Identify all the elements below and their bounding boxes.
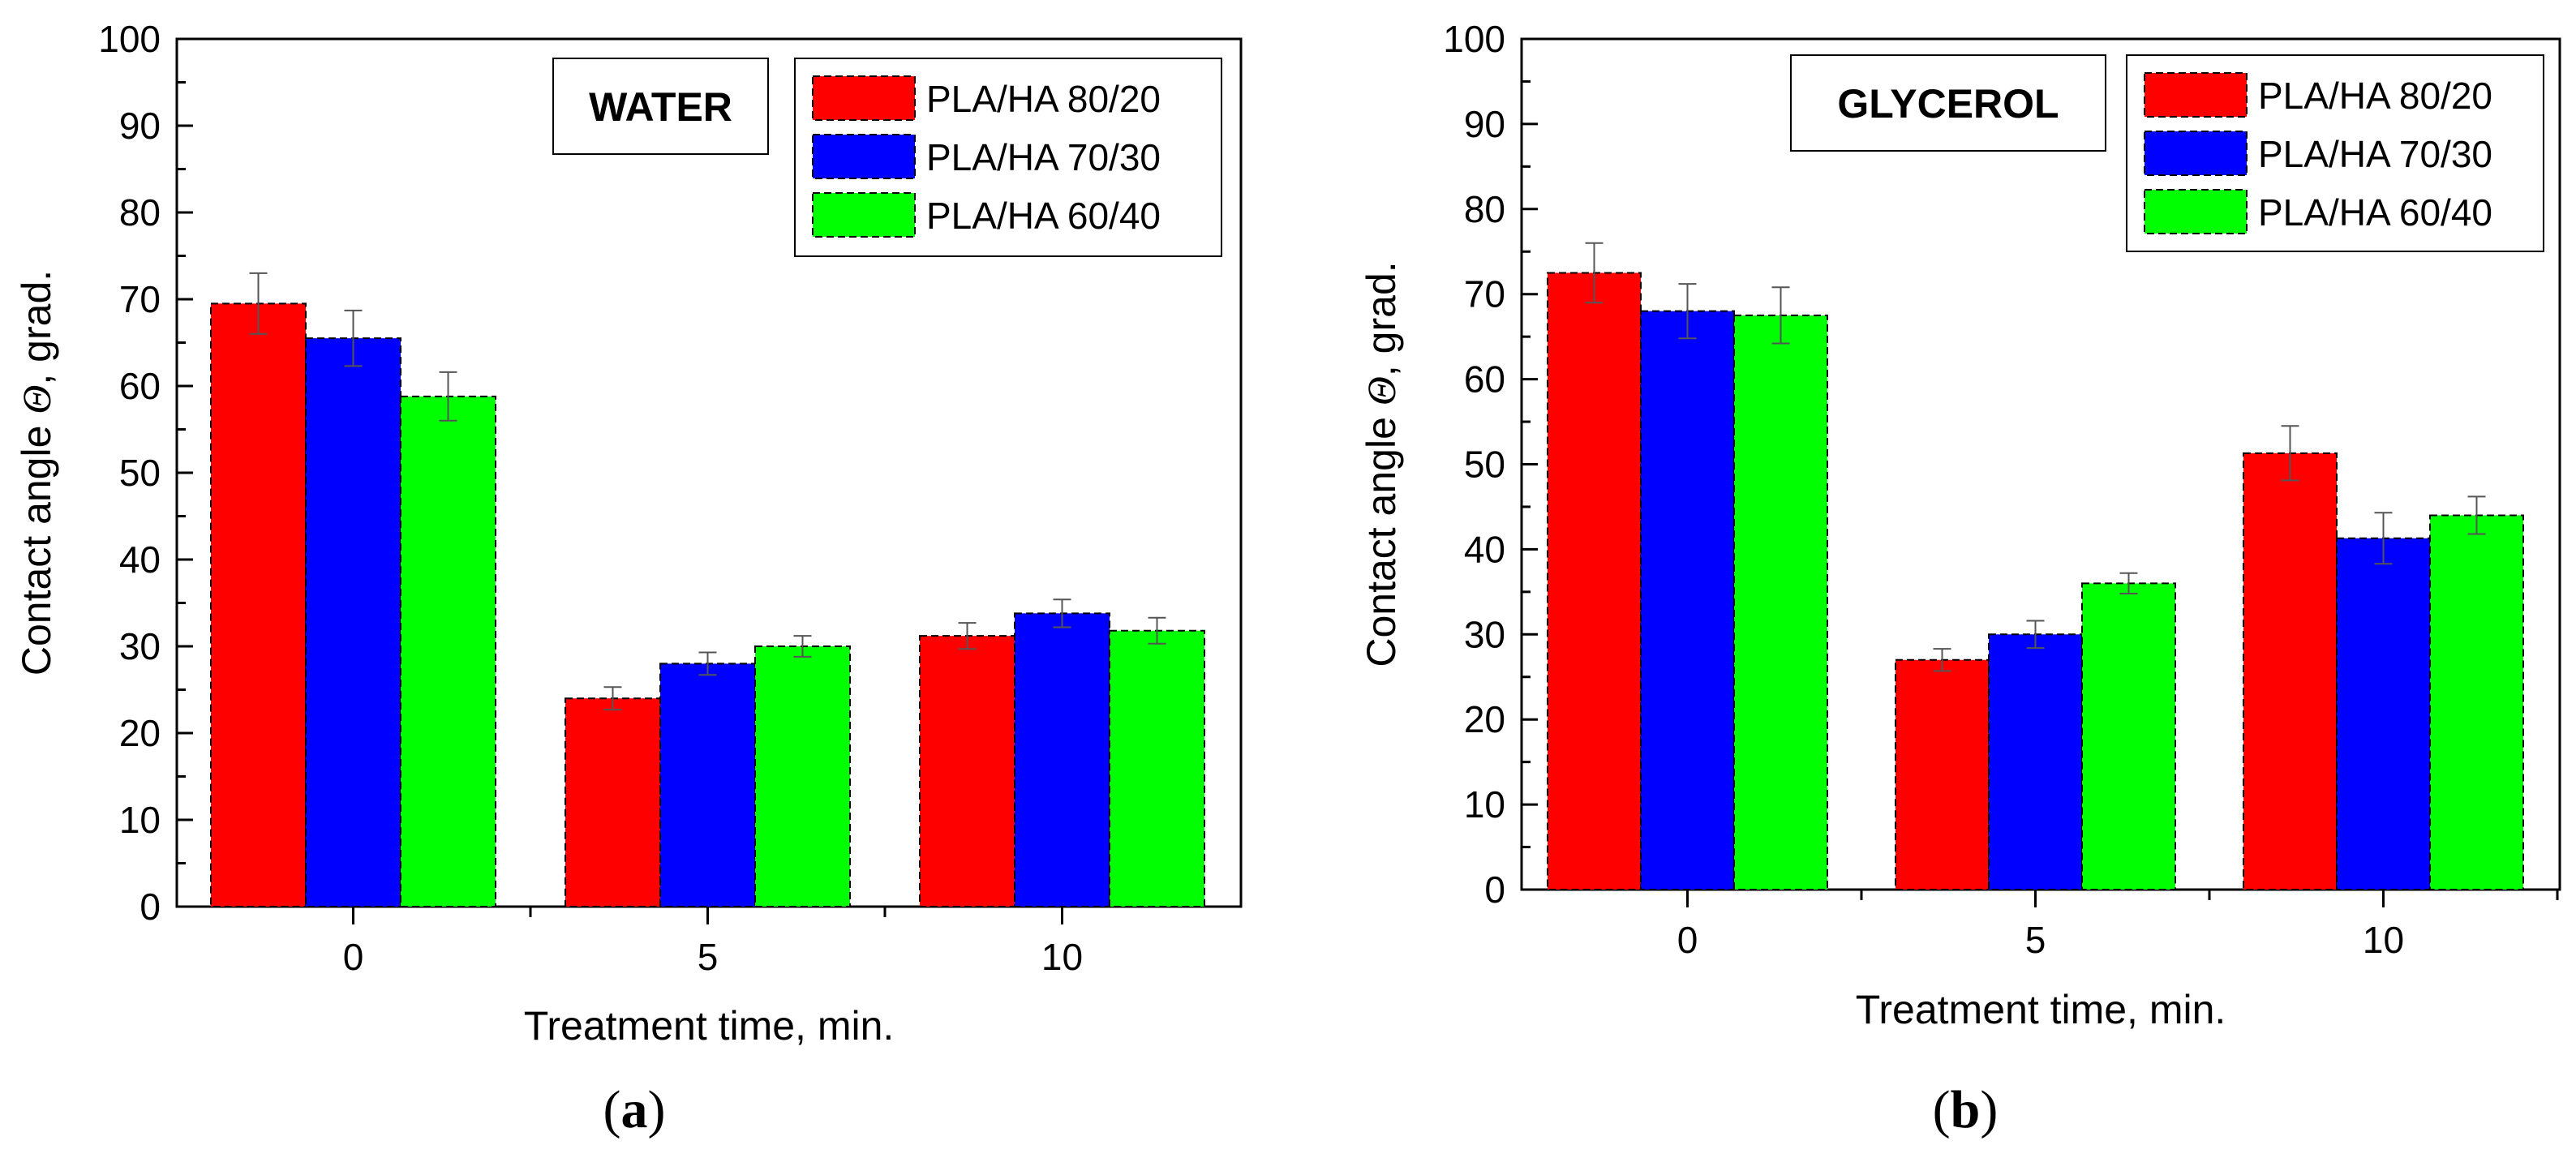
bar: [754, 645, 851, 907]
legend-label: PLA/HA 60/40: [2258, 191, 2492, 234]
y-tick-label: 80: [1464, 188, 1505, 230]
legend-label: PLA/HA 60/40: [926, 195, 1161, 237]
y-tick-label: 30: [119, 625, 161, 667]
bar: [1640, 310, 1735, 890]
y-tick-label: 80: [119, 191, 161, 234]
chart-title: GLYCEROL: [1837, 81, 2059, 127]
caption-letter: a: [621, 1080, 648, 1139]
y-tick-label: 90: [119, 105, 161, 147]
y-tick-label: 50: [1464, 444, 1505, 486]
legend-swatch: [2144, 72, 2248, 118]
bar: [565, 697, 661, 907]
legend: PLA/HA 80/20 PLA/HA 70/30 PLA/HA 60/40: [794, 58, 1222, 257]
x-tick-label: 5: [2025, 919, 2046, 961]
y-axis-title-symbol: Θ: [14, 385, 59, 414]
legend: PLA/HA 80/20 PLA/HA 70/30 PLA/HA 60/40: [2126, 54, 2544, 252]
y-tick-label: 40: [1464, 528, 1505, 570]
bar: [659, 663, 756, 908]
title-box: [552, 58, 769, 155]
y-axis-title-prefix: Contact angle: [1359, 405, 1404, 667]
legend-label: PLA/HA 80/20: [2258, 75, 2492, 117]
bar: [400, 395, 496, 907]
bar: [1988, 633, 2083, 890]
x-axis-title: Treatment time, min.: [524, 1003, 895, 1049]
legend-label: PLA/HA 80/20: [926, 78, 1161, 120]
y-tick-label: 0: [1484, 868, 1505, 911]
y-tick-label: 10: [119, 799, 161, 841]
y-axis-title: Contact angle Θ, grad.: [1359, 261, 1404, 667]
chart-title: WATER: [589, 84, 732, 130]
legend-swatch: [812, 134, 916, 179]
y-axis-title-prefix: Contact angle: [14, 414, 59, 676]
legend-swatch: [812, 75, 916, 121]
bar: [1895, 658, 1990, 891]
y-tick-label: 70: [1464, 273, 1505, 315]
bar: [2429, 514, 2524, 890]
x-tick-label: 10: [2363, 919, 2404, 961]
caption-paren: ): [648, 1080, 666, 1139]
y-axis-title-suffix: , grad.: [14, 270, 59, 385]
bar: [305, 337, 401, 907]
caption-paren: ): [1980, 1080, 1998, 1139]
y-tick-label: 10: [1464, 783, 1505, 826]
x-tick-label: 10: [1041, 936, 1083, 978]
y-tick-label: 0: [140, 886, 161, 928]
x-tick-label: 5: [698, 936, 719, 978]
y-axis-title: Contact angle Θ, grad.: [14, 270, 59, 676]
y-axis-title-suffix: , grad.: [1359, 261, 1404, 376]
chart-panel-b: 0 10 20 30 40 50 60 70 80 90 100 0 5 10 GLYCEROL PLA/HA…: [1359, 18, 2561, 1139]
legend-swatch: [812, 192, 916, 238]
legend-swatch: [2144, 131, 2248, 176]
panel-caption: (b): [1933, 1080, 1999, 1139]
caption-paren: (: [1933, 1080, 1951, 1139]
bar: [919, 635, 1015, 907]
y-tick-label: 50: [119, 452, 161, 494]
x-tick-label: 0: [343, 936, 364, 978]
bar: [1014, 612, 1110, 908]
title-box: [1790, 54, 2106, 152]
y-tick-label: 100: [98, 18, 161, 60]
legend-label: PLA/HA 70/30: [926, 136, 1161, 178]
bar: [1547, 272, 1642, 891]
bar: [2336, 537, 2431, 890]
y-axis-title-symbol: Θ: [1359, 376, 1404, 405]
y-tick-label: 20: [1464, 698, 1505, 740]
x-axis-title: Treatment time, min.: [1856, 987, 2226, 1032]
legend-swatch: [2144, 189, 2248, 234]
legend-label: PLA/HA 70/30: [2258, 133, 2492, 175]
panel-caption: (a): [603, 1080, 666, 1139]
bar: [1733, 314, 1828, 890]
y-tick-label: 60: [1464, 358, 1505, 401]
y-tick-label: 90: [1464, 103, 1505, 145]
caption-letter: b: [1951, 1080, 1981, 1139]
bar: [2243, 452, 2338, 890]
bar: [2081, 582, 2176, 890]
x-tick-label: 0: [1677, 919, 1698, 961]
y-tick-label: 20: [119, 712, 161, 754]
y-tick-label: 60: [119, 365, 161, 407]
caption-paren: (: [603, 1080, 621, 1139]
y-tick-label: 40: [119, 538, 161, 581]
chart-panel-a: 0 10 20 30 40 50 60 70 80 90 100 0 5 10 WATER PLA/HA 80…: [14, 18, 1243, 1139]
bar: [210, 302, 307, 908]
y-tick-label: 30: [1464, 613, 1505, 655]
bar: [1109, 629, 1205, 907]
y-tick-label: 70: [119, 278, 161, 320]
y-tick-label: 100: [1443, 18, 1505, 60]
